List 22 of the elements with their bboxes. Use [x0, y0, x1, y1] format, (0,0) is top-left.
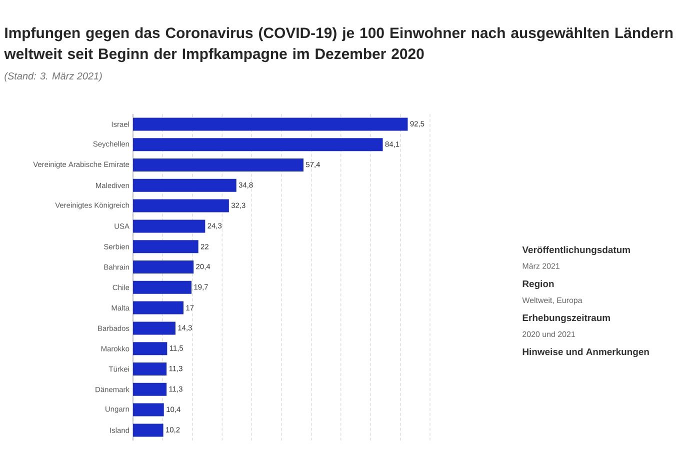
bar	[133, 260, 194, 274]
chart-title: Impfungen gegen das Coronavirus (COVID-19) je 100 Einwohner nach ausgewählten Ländern weltweit seit Beginn der Impfkampagne im Dezember 2020	[4, 27, 673, 62]
bar	[133, 301, 184, 314]
bar	[133, 424, 164, 437]
bar	[133, 138, 383, 152]
text: Region	[522, 280, 554, 290]
text: Veröffentlichungsdatum	[522, 246, 630, 256]
text: Erhebungszeitraum	[522, 314, 610, 324]
bar	[133, 118, 408, 131]
bar	[133, 280, 192, 294]
bar	[133, 322, 176, 335]
text: Hinweise und Anmerkungen	[522, 348, 649, 358]
bar	[133, 158, 304, 172]
bar	[133, 382, 167, 396]
bar	[133, 342, 168, 356]
bar	[133, 362, 167, 376]
bar	[133, 178, 236, 192]
bar	[133, 403, 164, 416]
text: (Stand: 3. März 2021)	[4, 72, 102, 82]
bar	[133, 220, 206, 233]
bar	[133, 240, 198, 254]
bar	[133, 199, 229, 212]
